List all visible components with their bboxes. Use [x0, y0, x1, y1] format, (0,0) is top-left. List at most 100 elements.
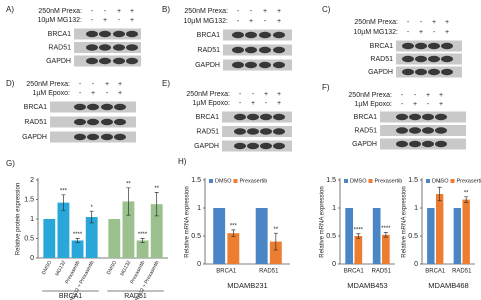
blot-band	[114, 118, 126, 126]
protein-label: GAPDH	[352, 141, 377, 148]
protein-label: RAD51	[197, 47, 220, 54]
error-bar	[126, 187, 131, 216]
error-bar	[231, 229, 236, 237]
x-tick-label: BRCA1	[425, 269, 446, 275]
y-tick-label: 0	[414, 261, 418, 268]
blot-band	[234, 142, 246, 150]
legend-swatch	[233, 179, 238, 183]
treatment-label: 250nM Prexa:	[184, 8, 228, 15]
treatment-sign: +	[439, 92, 443, 99]
treatment-sign: -	[252, 91, 255, 98]
legend-swatch	[368, 179, 373, 183]
x-tick-label: DMSO	[41, 260, 53, 276]
protein-label: RAD51	[370, 56, 393, 63]
panel-label: H)	[178, 157, 187, 166]
blot-band	[247, 113, 259, 121]
treatment-sign: -	[92, 81, 95, 88]
y-tick-label: 0	[332, 261, 336, 268]
treatment-sign: +	[413, 101, 417, 108]
blot-band	[99, 57, 111, 65]
blot-band	[422, 127, 434, 134]
treatment-sign: +	[277, 18, 281, 25]
bar	[122, 201, 135, 258]
y-axis-label: Relative mRNA expression	[320, 186, 326, 257]
blot-band	[396, 140, 408, 148]
blot-band	[273, 142, 285, 150]
bar	[57, 202, 70, 258]
y-axis-label: Relative protein expression	[16, 183, 22, 255]
treatment-sign: +	[118, 90, 122, 97]
panel-label: E)	[162, 79, 170, 88]
x-tick-label: MG132	[119, 260, 132, 277]
bar	[435, 194, 444, 264]
blot-band	[113, 57, 125, 65]
panel-label: F)	[322, 83, 330, 92]
legend-swatch	[426, 179, 430, 183]
x-axis-label: MDAMB453	[347, 281, 387, 290]
protein-label: GAPDH	[22, 134, 47, 141]
treatment-sign: -	[427, 101, 430, 108]
legend-swatch	[344, 179, 348, 183]
blot-band	[247, 128, 259, 135]
treatment-sign: -	[91, 8, 94, 15]
treatment-sign: -	[106, 90, 109, 97]
blot-band	[234, 128, 246, 135]
treatment-sign: -	[237, 18, 240, 25]
protein-label: BRCA1	[196, 114, 219, 121]
significance-label: ****	[354, 227, 364, 233]
protein-label: BRCA1	[24, 104, 47, 111]
protein-label: GAPDH	[195, 62, 220, 69]
bar	[227, 233, 240, 264]
treatment-sign: +	[264, 91, 268, 98]
error-bar	[75, 238, 80, 243]
blot-band	[402, 55, 414, 63]
treatment-sign: +	[118, 81, 122, 88]
blot-band	[396, 127, 408, 134]
y-tick-label: 1	[332, 205, 336, 212]
treatment-sign: -	[264, 18, 267, 25]
treatment-sign: +	[439, 101, 443, 108]
blot-band	[259, 31, 271, 39]
bar	[43, 219, 56, 258]
treatment-sign: +	[277, 100, 281, 107]
treatment-sign: +	[103, 17, 107, 24]
bar	[136, 240, 149, 258]
bar	[71, 240, 84, 258]
treatment-label: 250nM Prexa:	[38, 8, 82, 15]
blot-band	[114, 133, 126, 141]
treatment-sign: -	[239, 91, 242, 98]
blot-band	[232, 31, 244, 39]
treatment-sign: +	[277, 8, 281, 15]
treatment-label: 1µM Epoxo:	[33, 90, 71, 97]
legend-swatch	[450, 179, 455, 183]
blot-band	[402, 68, 414, 76]
treatment-sign: +	[105, 81, 109, 88]
y-tick-label: 1.5	[191, 177, 201, 184]
protein-label: RAD51	[354, 127, 377, 134]
blot-band	[259, 46, 271, 54]
blot-band	[441, 42, 453, 50]
group-label: BRCA1	[59, 293, 82, 300]
blot-band	[245, 31, 257, 39]
y-tick-label: 0.5	[191, 233, 201, 240]
y-tick-label: 1.5	[408, 177, 418, 184]
protein-label: BRCA1	[197, 32, 220, 39]
y-tick-label: 2	[30, 177, 34, 184]
significance-label: **	[154, 186, 159, 192]
panel-label: C)	[322, 5, 331, 14]
blot-band	[402, 42, 414, 50]
blot-band	[396, 113, 408, 121]
blot-band	[99, 30, 111, 38]
panel-label: A)	[6, 5, 14, 14]
treatment-sign: +	[130, 17, 134, 24]
treatment-sign: -	[407, 29, 410, 36]
x-tick-label: RAD51	[372, 269, 392, 275]
treatment-sign: +	[277, 91, 281, 98]
blot-band	[428, 68, 440, 76]
protein-label: RAD51	[196, 128, 219, 135]
significance-label: **	[464, 190, 469, 196]
blot-band	[232, 46, 244, 54]
blot-band	[273, 61, 285, 69]
y-tick-label: 0	[197, 261, 201, 268]
